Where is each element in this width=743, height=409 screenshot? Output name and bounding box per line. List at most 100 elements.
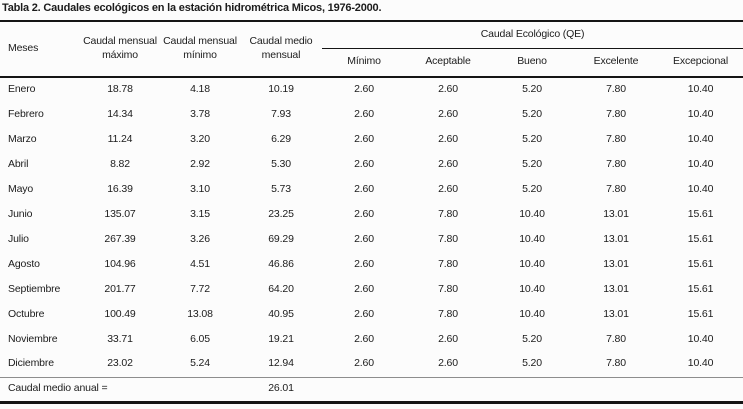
value-cell: 2.60 bbox=[354, 307, 374, 320]
value-cell: 3.10 bbox=[190, 182, 210, 195]
value-cell: 15.61 bbox=[687, 257, 714, 270]
value-cell: 13.01 bbox=[603, 257, 629, 270]
value-cell: 11.24 bbox=[107, 132, 133, 145]
value-cell: 5.20 bbox=[522, 157, 542, 170]
table-row: Septiembre 201.77 7.72 64.20 2.60 7.80 10.40 13… bbox=[0, 277, 743, 302]
value-cell: 2.60 bbox=[438, 182, 458, 195]
value-cell: 5.20 bbox=[522, 107, 542, 120]
value-cell: 4.51 bbox=[190, 257, 210, 270]
month-cell: Diciembre bbox=[8, 357, 54, 370]
header-line: Caudal mensual bbox=[163, 35, 237, 48]
month-cell: Octubre bbox=[8, 307, 45, 320]
table-row: Diciembre 23.02 5.24 12.94 2.60 2.60 5.20 7.80 1… bbox=[0, 352, 743, 377]
value-cell: 10.40 bbox=[519, 282, 545, 295]
table-row: Mayo 16.39 3.10 5.73 2.60 2.60 5.20 7.80 10.40 bbox=[0, 177, 743, 202]
value-cell: 16.39 bbox=[107, 182, 133, 195]
table-row: Agosto 104.96 4.51 46.86 2.60 7.80 10.40 13.01 1… bbox=[0, 252, 743, 277]
value-cell: 7.93 bbox=[271, 107, 291, 120]
table-row: Abril 8.82 2.92 5.30 2.60 2.60 5.20 7.80 10.40 bbox=[0, 152, 743, 177]
value-cell: 10.40 bbox=[687, 357, 714, 370]
value-cell: 2.60 bbox=[354, 257, 374, 270]
table-row: Marzo 11.24 3.20 6.29 2.60 2.60 5.20 7.80 10.40 bbox=[0, 127, 743, 152]
header-caudal-medio-mensual: Caudal medio mensual bbox=[240, 21, 322, 77]
table-row: Julio 267.39 3.26 69.29 2.60 7.80 10.40 13.01 15… bbox=[0, 227, 743, 252]
table-header: Meses Caudal mensual máximo Caudal mensu… bbox=[0, 21, 743, 77]
footer-value: 26.01 bbox=[268, 382, 294, 395]
value-cell: 10.40 bbox=[519, 232, 545, 245]
value-cell: 2.60 bbox=[438, 83, 458, 96]
value-cell: 5.20 bbox=[522, 182, 542, 195]
value-cell: 15.61 bbox=[687, 207, 714, 220]
value-cell: 5.20 bbox=[522, 132, 542, 145]
value-cell: 10.40 bbox=[687, 157, 714, 170]
table-row: Junio 135.07 3.15 23.25 2.60 7.80 10.40 13.01 15… bbox=[0, 202, 743, 227]
header-qe-bueno: Bueno bbox=[517, 55, 547, 68]
value-cell: 7.80 bbox=[438, 207, 458, 220]
value-cell: 18.78 bbox=[107, 83, 133, 96]
value-cell: 7.80 bbox=[606, 157, 626, 170]
month-cell: Septiembre bbox=[8, 282, 61, 295]
value-cell: 14.34 bbox=[107, 107, 133, 120]
value-cell: 10.40 bbox=[687, 182, 714, 195]
header-qe-aceptable: Aceptable bbox=[425, 55, 471, 68]
value-cell: 5.20 bbox=[522, 332, 542, 345]
value-cell: 10.40 bbox=[687, 132, 714, 145]
header-qe-excelente: Excelente bbox=[593, 55, 639, 68]
value-cell: 13.01 bbox=[603, 232, 629, 245]
header-line: máximo bbox=[102, 49, 138, 61]
value-cell: 33.71 bbox=[107, 332, 133, 345]
value-cell: 5.20 bbox=[522, 83, 542, 96]
value-cell: 7.80 bbox=[606, 132, 626, 145]
value-cell: 13.01 bbox=[603, 282, 629, 295]
value-cell: 2.60 bbox=[354, 107, 374, 120]
value-cell: 69.29 bbox=[268, 232, 294, 245]
value-cell: 3.15 bbox=[190, 207, 210, 220]
header-caudal-mensual-minimo: Caudal mensual mínimo bbox=[160, 21, 240, 77]
header-caudal-mensual-maximo: Caudal mensual máximo bbox=[80, 21, 160, 77]
table-footer-row: Caudal medio anual = 26.01 bbox=[0, 377, 743, 402]
header-line: mensual bbox=[261, 49, 301, 61]
value-cell: 12.94 bbox=[268, 357, 294, 370]
value-cell: 7.80 bbox=[606, 83, 626, 96]
value-cell: 2.60 bbox=[438, 332, 458, 345]
value-cell: 13.08 bbox=[187, 307, 213, 320]
data-table: Meses Caudal mensual máximo Caudal mensu… bbox=[0, 20, 743, 404]
table-caption: Tabla 2. Caudales ecológicos en la estac… bbox=[2, 2, 382, 14]
value-cell: 2.60 bbox=[438, 107, 458, 120]
value-cell: 40.95 bbox=[268, 307, 294, 320]
footer-empty bbox=[322, 377, 743, 402]
value-cell: 267.39 bbox=[104, 232, 136, 245]
value-cell: 6.29 bbox=[271, 132, 291, 145]
table-row: Octubre 100.49 13.08 40.95 2.60 7.80 10.40 13.0… bbox=[0, 302, 743, 327]
header-line: mínimo bbox=[183, 49, 217, 61]
value-cell: 5.24 bbox=[190, 357, 210, 370]
value-cell: 201.77 bbox=[104, 282, 136, 295]
value-cell: 10.40 bbox=[519, 307, 545, 320]
month-cell: Julio bbox=[8, 232, 29, 245]
value-cell: 7.72 bbox=[190, 282, 210, 295]
value-cell: 2.60 bbox=[438, 357, 458, 370]
value-cell: 10.40 bbox=[519, 207, 545, 220]
value-cell: 5.30 bbox=[271, 157, 291, 170]
value-cell: 100.49 bbox=[104, 307, 136, 320]
value-cell: 3.78 bbox=[190, 107, 210, 120]
table-row: Noviembre 33.71 6.05 19.21 2.60 2.60 5.20 7.80 1… bbox=[0, 327, 743, 352]
table-body: Enero 18.78 4.18 10.19 2.60 2.60 5.20 7.80 10.40… bbox=[0, 77, 743, 377]
value-cell: 2.60 bbox=[354, 357, 374, 370]
month-cell: Enero bbox=[8, 83, 36, 96]
month-cell: Abril bbox=[8, 157, 29, 170]
value-cell: 5.73 bbox=[271, 182, 291, 195]
value-cell: 19.21 bbox=[268, 332, 294, 345]
value-cell: 3.26 bbox=[190, 232, 210, 245]
header-qe-excepcional: Excepcional bbox=[673, 55, 729, 68]
value-cell: 7.80 bbox=[438, 282, 458, 295]
value-cell: 4.18 bbox=[190, 83, 210, 96]
month-cell: Febrero bbox=[8, 107, 44, 120]
value-cell: 135.07 bbox=[104, 207, 136, 220]
table-row: Enero 18.78 4.18 10.19 2.60 2.60 5.20 7.80 10.40 bbox=[0, 77, 743, 102]
value-cell: 15.61 bbox=[687, 232, 714, 245]
header-row-sub: Mínimo Aceptable Bueno Excelente Excepci… bbox=[0, 48, 743, 77]
table-row: Febrero 14.34 3.78 7.93 2.60 2.60 5.20 7.80 10.4… bbox=[0, 102, 743, 127]
value-cell: 10.19 bbox=[268, 83, 294, 96]
